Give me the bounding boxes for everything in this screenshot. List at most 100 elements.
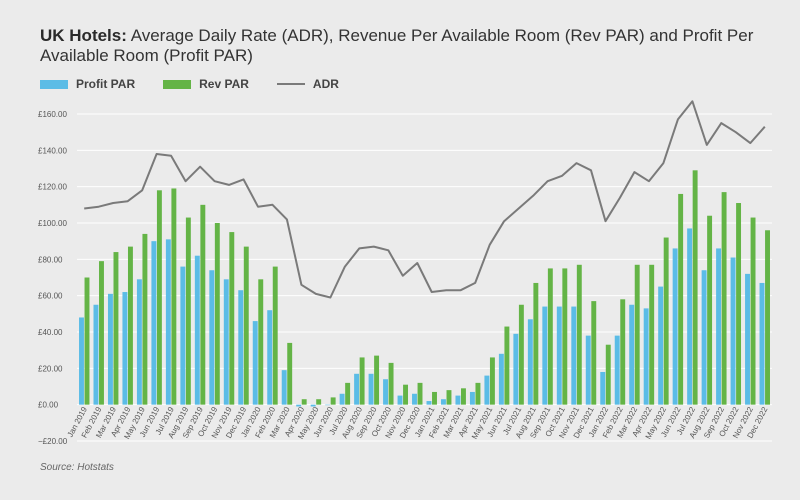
bar-rev-par (388, 362, 394, 405)
y-tick-label: £140.00 (38, 146, 67, 155)
y-tick-label: £100.00 (38, 219, 67, 228)
bar-rev-par (156, 190, 162, 405)
bar-rev-par (721, 192, 727, 405)
legend-item-adr: ADR (276, 77, 339, 91)
bar-profit-par (556, 306, 562, 405)
bar-rev-par (127, 246, 133, 405)
bar-rev-par (475, 382, 481, 405)
bar-profit-par (136, 279, 142, 405)
bar-profit-par (614, 335, 620, 405)
bar-rev-par (258, 279, 264, 405)
chart-legend: Profit PAR Rev PAR ADR (40, 76, 367, 92)
bar-profit-par (223, 279, 229, 405)
bar-rev-par (620, 299, 626, 405)
legend-label-profit-par: Profit PAR (76, 77, 136, 91)
bar-rev-par (287, 342, 293, 405)
bar-profit-par (122, 292, 128, 405)
y-tick-label: £80.00 (38, 255, 63, 264)
bar-rev-par (547, 268, 553, 405)
bar-rev-par (765, 230, 770, 405)
bar-rev-par (345, 382, 351, 405)
bar-rev-par (301, 399, 307, 405)
bar-profit-par (701, 270, 707, 405)
y-tick-label: £120.00 (38, 183, 67, 192)
legend-swatch-profit-par (40, 79, 68, 89)
bar-rev-par (446, 390, 452, 405)
bar-rev-par (605, 344, 611, 405)
bar-profit-par (643, 308, 649, 405)
bar-profit-par (267, 310, 273, 405)
bar-profit-par (194, 255, 200, 405)
bar-profit-par (93, 304, 99, 405)
bar-profit-par (629, 304, 635, 405)
y-tick-label: £40.00 (38, 328, 63, 337)
bar-rev-par (229, 232, 235, 405)
bar-profit-par (469, 391, 475, 405)
bar-rev-par (200, 204, 206, 405)
bar-profit-par (368, 373, 374, 405)
bar-rev-par (692, 170, 698, 405)
bar-rev-par (171, 188, 177, 405)
bar-rev-par (142, 233, 148, 405)
y-tick-label: £0.00 (38, 401, 59, 410)
bar-rev-par (649, 264, 655, 405)
bar-rev-par (533, 282, 539, 405)
bar-rev-par (432, 391, 437, 405)
bar-profit-par (209, 270, 215, 405)
legend-label-adr: ADR (312, 77, 339, 91)
bar-profit-par (383, 379, 389, 405)
legend-swatch-adr (276, 83, 305, 85)
bar-rev-par (272, 266, 278, 405)
bar-rev-par (678, 193, 684, 405)
bar-profit-par (412, 393, 417, 405)
bar-profit-par (730, 257, 736, 405)
bar-rev-par (736, 203, 742, 405)
bar-rev-par (576, 264, 582, 405)
y-tick-label: £20.00 (38, 364, 63, 373)
legend-swatch-rev-par (163, 79, 192, 89)
bar-rev-par (518, 304, 524, 405)
chart-title-bold: UK Hotels: (40, 26, 127, 45)
bar-rev-par (99, 261, 104, 405)
legend-item-profit-par: Profit PAR (40, 77, 135, 91)
bar-profit-par (745, 273, 750, 405)
bar-profit-par (455, 395, 461, 405)
bar-profit-par (484, 375, 490, 405)
legend-item-rev-par: Rev PAR (163, 77, 249, 91)
bar-profit-par (252, 321, 258, 405)
bar-profit-par (79, 317, 84, 405)
bar-profit-par (325, 404, 331, 406)
bar-profit-par (165, 239, 171, 405)
bar-profit-par (600, 371, 606, 405)
bar-profit-par (426, 401, 432, 405)
bar-profit-par (296, 404, 302, 407)
bar-rev-par (663, 237, 669, 405)
bar-profit-par (310, 404, 316, 407)
bar-profit-par (513, 333, 519, 405)
bar-profit-par (571, 306, 577, 405)
bar-profit-par (716, 248, 722, 405)
bar-profit-par (585, 335, 591, 405)
bar-rev-par (707, 215, 713, 405)
bar-rev-par (359, 357, 365, 405)
bar-rev-par (214, 223, 220, 405)
y-tick-label: £60.00 (38, 292, 63, 301)
chart-title-rest: Average Daily Rate (ADR), Revenue Per Av… (40, 26, 754, 65)
bar-rev-par (374, 355, 380, 405)
bar-profit-par (687, 228, 693, 405)
bar-profit-par (658, 286, 664, 405)
bar-rev-par (330, 397, 336, 405)
chart-title: UK Hotels: Average Daily Rate (ADR), Rev… (40, 26, 780, 66)
bar-rev-par (504, 326, 510, 405)
bar-rev-par (460, 388, 466, 405)
bar-rev-par (243, 246, 249, 405)
bar-profit-par (180, 266, 186, 405)
bar-profit-par (151, 241, 157, 405)
source-note: Source: Hotstats (40, 462, 114, 473)
y-tick-label: £160.00 (38, 110, 67, 119)
y-tick-label: −£20.00 (38, 437, 68, 446)
bar-profit-par (759, 282, 765, 405)
bar-rev-par (489, 357, 495, 405)
bar-rev-par (591, 301, 597, 405)
